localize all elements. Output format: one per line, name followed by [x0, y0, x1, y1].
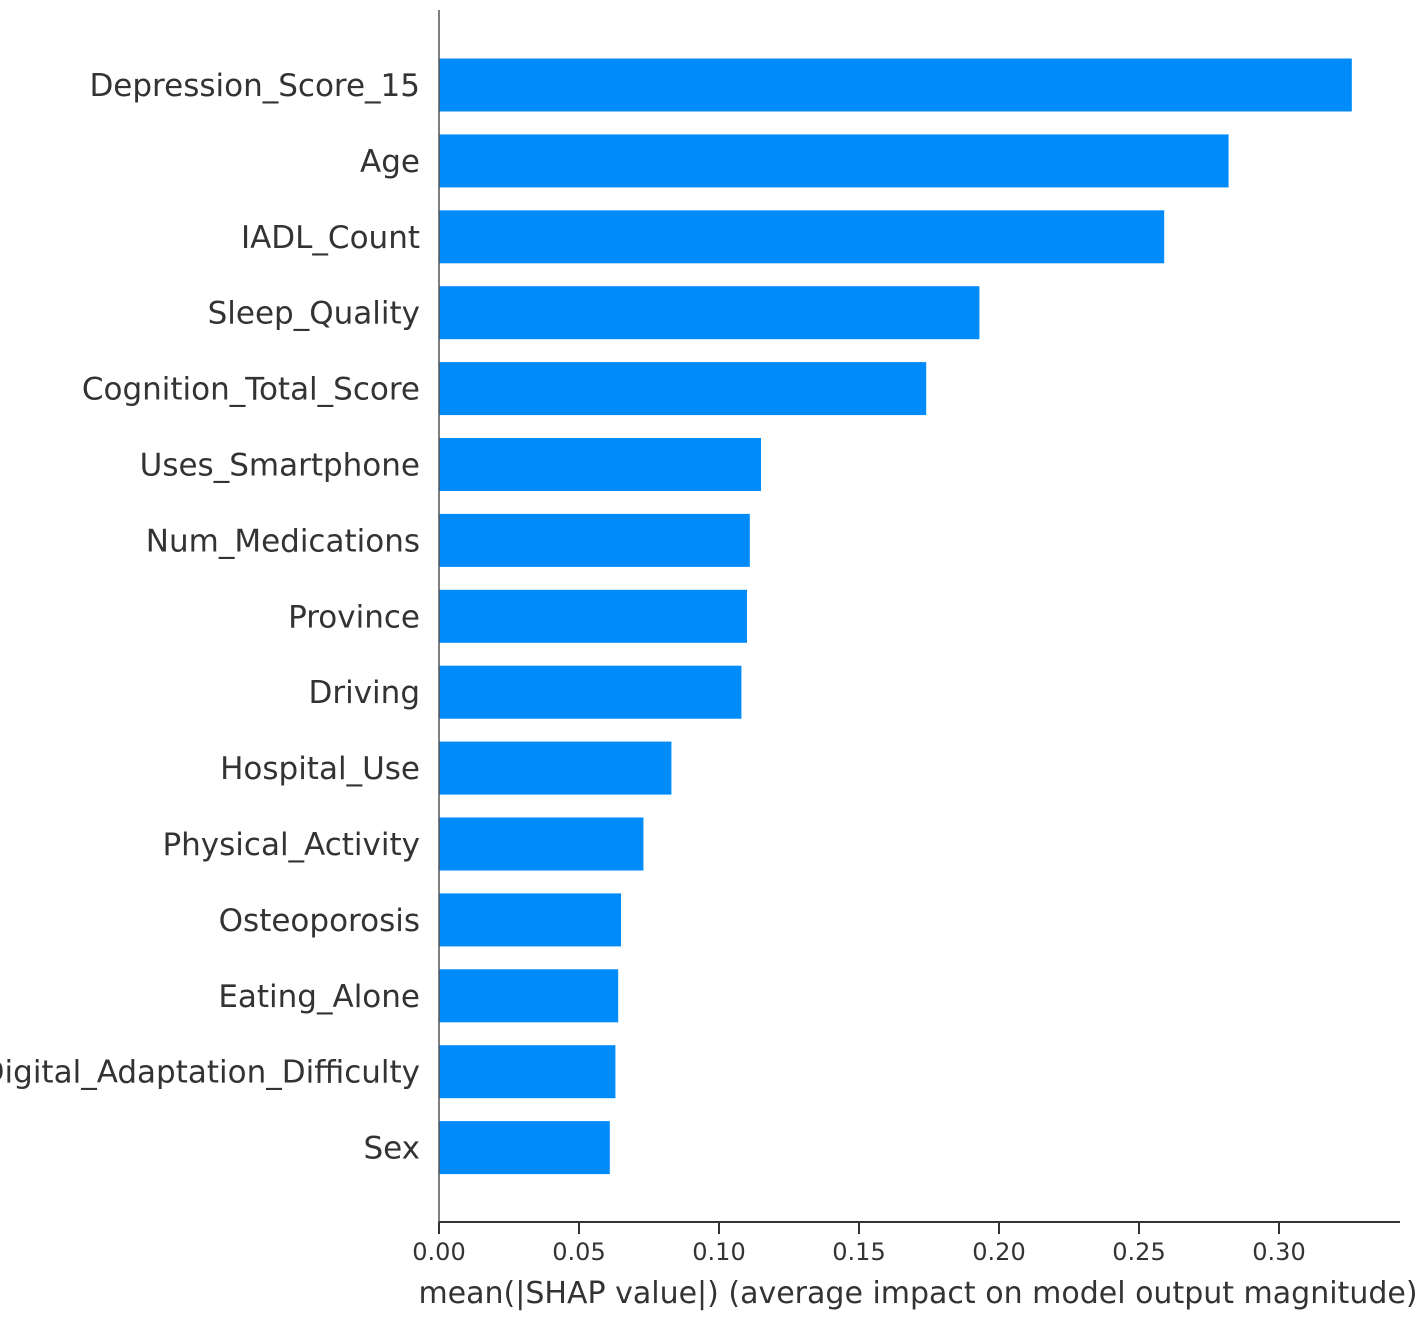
x-tick-label: 0.00: [412, 1238, 465, 1266]
category-label: Province: [288, 599, 420, 635]
category-label: Num_Medications: [146, 523, 420, 559]
x-tick-label: 0.25: [1112, 1238, 1165, 1266]
category-label: Sex: [363, 1131, 420, 1167]
x-tick-label: 0.30: [1252, 1238, 1305, 1266]
category-label: Osteoporosis: [219, 903, 420, 939]
x-tick-label: 0.15: [832, 1238, 885, 1266]
category-label: Hospital_Use: [220, 751, 420, 787]
category-label: Cognition_Total_Score: [82, 372, 420, 408]
x-tick-label: 0.10: [692, 1238, 745, 1266]
bar-eating-alone: [439, 969, 619, 1023]
category-labels-group: Depression_Score_15 Age IADL_Count Sleep_Qu…: [0, 68, 420, 1167]
category-label: Digital_Adaptation_Difficulty: [0, 1055, 420, 1091]
category-label: Driving: [308, 675, 420, 711]
category-label: Uses_Smartphone: [140, 448, 420, 484]
bar-num-medications: [439, 513, 750, 567]
bar-iadl-count: [439, 210, 1165, 264]
bar-physical-activity: [439, 817, 644, 871]
bars-group: [439, 58, 1352, 1175]
x-axis-label: mean(|SHAP value|) (average impact on mo…: [418, 1276, 1417, 1311]
category-label: Eating_Alone: [218, 979, 420, 1015]
bar-sex: [439, 1121, 610, 1175]
x-tick-label: 0.20: [972, 1238, 1025, 1266]
bar-digital-adaptation-difficulty: [439, 1045, 616, 1099]
category-label: Age: [360, 144, 420, 180]
category-label: Sleep_Quality: [208, 296, 420, 332]
category-label: Depression_Score_15: [89, 68, 420, 104]
bar-uses-smartphone: [439, 438, 761, 491]
x-ticks-group: 0.00 0.05 0.10 0.15 0.20 0.25 0.30: [412, 1222, 1306, 1266]
bar-depression-score-15: [439, 58, 1352, 112]
bar-hospital-use: [439, 741, 672, 795]
bar-sleep-quality: [439, 286, 980, 340]
category-label: Physical_Activity: [162, 827, 420, 863]
category-label: IADL_Count: [241, 220, 420, 256]
bar-driving: [439, 665, 742, 719]
x-tick-label: 0.05: [552, 1238, 605, 1266]
bar-osteoporosis: [439, 893, 621, 947]
bar-age: [439, 134, 1229, 188]
bar-province: [439, 589, 747, 643]
bar-cognition-total-score: [439, 362, 927, 416]
